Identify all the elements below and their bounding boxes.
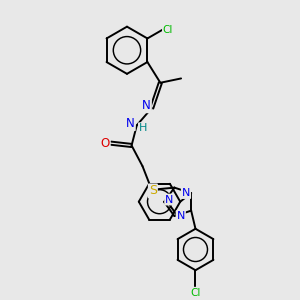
Text: Cl: Cl bbox=[163, 25, 173, 34]
Text: S: S bbox=[149, 184, 157, 197]
Text: N: N bbox=[165, 195, 173, 205]
Text: Cl: Cl bbox=[190, 288, 201, 298]
Text: N: N bbox=[177, 211, 185, 221]
Text: N: N bbox=[142, 99, 151, 112]
Text: O: O bbox=[100, 137, 110, 150]
Text: H: H bbox=[139, 123, 147, 133]
Text: N: N bbox=[126, 117, 135, 130]
Text: N: N bbox=[182, 188, 190, 198]
